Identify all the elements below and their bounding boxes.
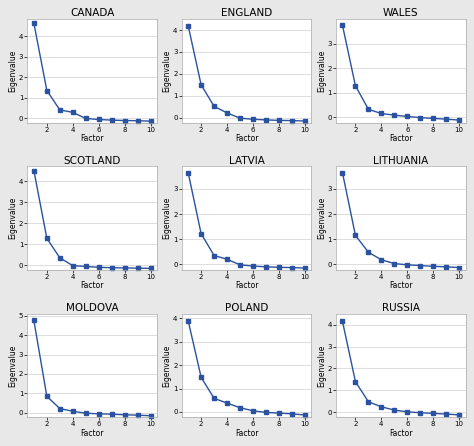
Title: WALES: WALES bbox=[383, 8, 419, 18]
Title: MOLDOVA: MOLDOVA bbox=[66, 303, 118, 313]
Title: ENGLAND: ENGLAND bbox=[221, 8, 272, 18]
Y-axis label: Eigenvalue: Eigenvalue bbox=[317, 50, 326, 92]
X-axis label: Factor: Factor bbox=[389, 429, 412, 438]
X-axis label: Factor: Factor bbox=[235, 429, 258, 438]
Y-axis label: Eigenvalue: Eigenvalue bbox=[9, 197, 18, 240]
X-axis label: Factor: Factor bbox=[81, 429, 104, 438]
X-axis label: Factor: Factor bbox=[81, 134, 104, 143]
Y-axis label: Eigenvalue: Eigenvalue bbox=[163, 50, 172, 92]
Title: RUSSIA: RUSSIA bbox=[382, 303, 420, 313]
Title: POLAND: POLAND bbox=[225, 303, 268, 313]
Y-axis label: Eigenvalue: Eigenvalue bbox=[317, 344, 326, 387]
X-axis label: Factor: Factor bbox=[235, 281, 258, 290]
X-axis label: Factor: Factor bbox=[81, 281, 104, 290]
X-axis label: Factor: Factor bbox=[389, 281, 412, 290]
Title: SCOTLAND: SCOTLAND bbox=[64, 156, 121, 165]
Title: LITHUANIA: LITHUANIA bbox=[373, 156, 428, 165]
Y-axis label: Eigenvalue: Eigenvalue bbox=[9, 344, 18, 387]
Title: LATVIA: LATVIA bbox=[228, 156, 264, 165]
Y-axis label: Eigenvalue: Eigenvalue bbox=[317, 197, 326, 240]
Y-axis label: Eigenvalue: Eigenvalue bbox=[163, 344, 172, 387]
X-axis label: Factor: Factor bbox=[235, 134, 258, 143]
Y-axis label: Eigenvalue: Eigenvalue bbox=[163, 197, 172, 240]
Title: CANADA: CANADA bbox=[70, 8, 114, 18]
X-axis label: Factor: Factor bbox=[389, 134, 412, 143]
Y-axis label: Eigenvalue: Eigenvalue bbox=[9, 50, 18, 92]
